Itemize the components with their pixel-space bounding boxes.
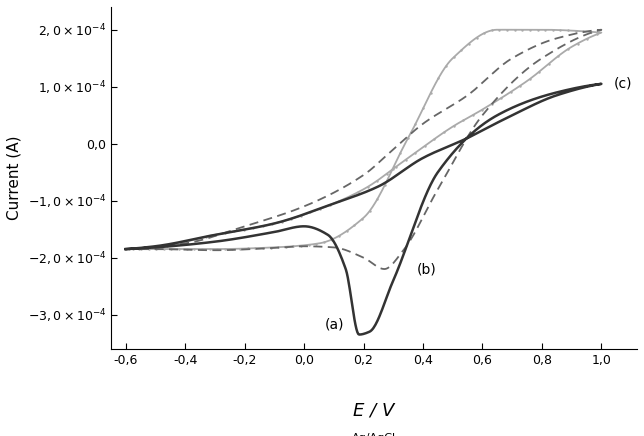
Y-axis label: Current (A): Current (A) bbox=[7, 136, 22, 220]
Text: (a): (a) bbox=[325, 317, 345, 331]
Text: (c): (c) bbox=[613, 77, 632, 91]
Text: E / V: E / V bbox=[354, 402, 395, 420]
Text: Ag/AgCl: Ag/AgCl bbox=[352, 433, 396, 436]
Text: (b): (b) bbox=[417, 262, 437, 276]
